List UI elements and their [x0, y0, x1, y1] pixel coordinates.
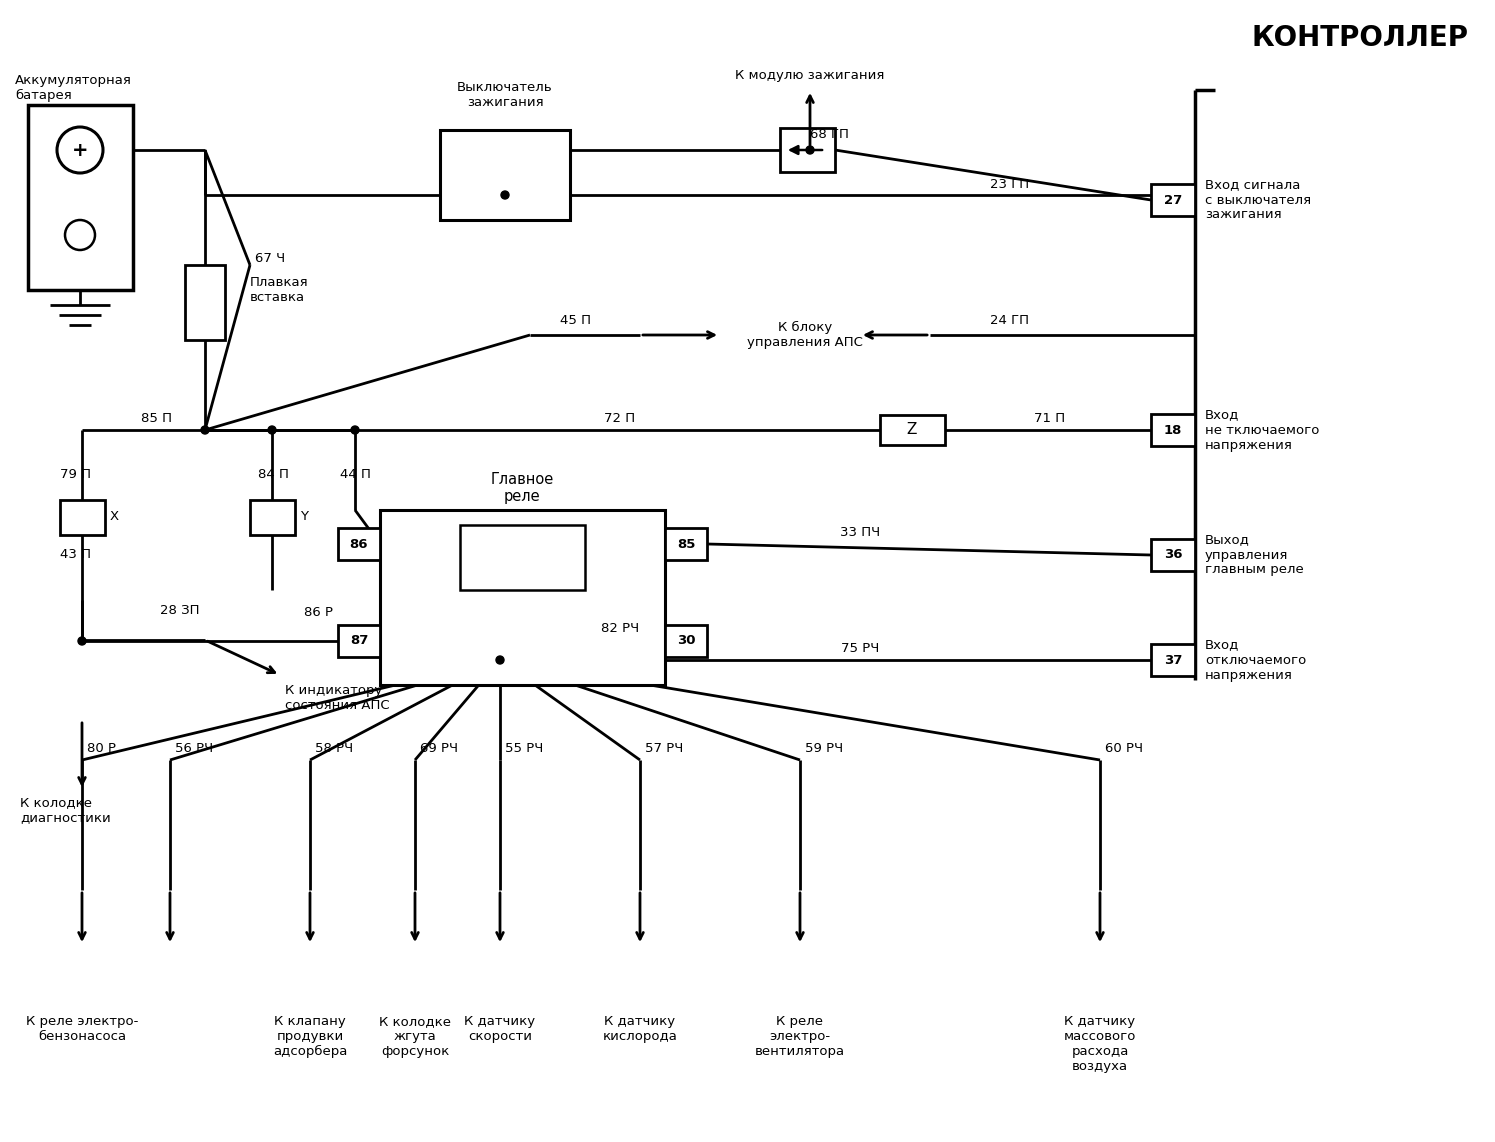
- Text: 44 П: 44 П: [339, 468, 371, 482]
- Text: 55 РЧ: 55 РЧ: [505, 741, 543, 755]
- Text: Выход
управления
главным реле: Выход управления главным реле: [1205, 533, 1304, 577]
- Text: 56 РЧ: 56 РЧ: [175, 741, 214, 755]
- Bar: [1151, 184, 1195, 216]
- Text: К датчику
кислорода: К датчику кислорода: [602, 1015, 677, 1043]
- Text: 59 РЧ: 59 РЧ: [804, 741, 843, 755]
- Text: К колодке
диагностики: К колодке диагностики: [19, 796, 111, 825]
- Text: 67 Ч: 67 Ч: [256, 251, 286, 265]
- Text: 18: 18: [1163, 424, 1183, 436]
- Text: К индикатору
состояния АПС: К индикатору состояния АПС: [286, 684, 390, 711]
- Text: 79 П: 79 П: [60, 468, 91, 482]
- Bar: [1151, 644, 1195, 676]
- Text: 27: 27: [1165, 193, 1183, 207]
- Text: 68 ГП: 68 ГП: [810, 129, 849, 142]
- Text: Главное
реле: Главное реле: [490, 472, 553, 505]
- Bar: [28, 105, 133, 290]
- Text: К блоку
управления АПС: К блоку управления АПС: [748, 321, 863, 349]
- Text: 36: 36: [1163, 548, 1183, 562]
- Text: К реле
электро-
вентилятора: К реле электро- вентилятора: [755, 1015, 845, 1057]
- Circle shape: [200, 426, 209, 434]
- Bar: [1151, 415, 1195, 447]
- Bar: [780, 128, 836, 172]
- Text: 23 ГП: 23 ГП: [990, 178, 1030, 192]
- Bar: [460, 525, 585, 590]
- Text: 71 П: 71 П: [1035, 411, 1066, 425]
- Text: 80 Р: 80 Р: [87, 741, 117, 755]
- Text: 45 П: 45 П: [559, 314, 591, 328]
- Text: 24 ГП: 24 ГП: [991, 314, 1030, 328]
- Text: 57 РЧ: 57 РЧ: [644, 741, 683, 755]
- Text: 60 РЧ: 60 РЧ: [1105, 741, 1144, 755]
- Text: 37: 37: [1163, 653, 1183, 667]
- Text: Y: Y: [300, 510, 308, 523]
- Text: Z: Z: [907, 423, 918, 437]
- Text: К клапану
продувки
адсорбера: К клапану продувки адсорбера: [272, 1015, 347, 1059]
- Text: 87: 87: [350, 635, 368, 648]
- Bar: [60, 500, 105, 534]
- Text: 85: 85: [677, 538, 695, 550]
- Text: 72 П: 72 П: [604, 411, 635, 425]
- Text: К колодке
жгута
форсунок: К колодке жгута форсунок: [380, 1015, 451, 1057]
- Text: КОНТРОЛЛЕР: КОНТРОЛЛЕР: [1251, 24, 1468, 53]
- Circle shape: [806, 146, 813, 154]
- Bar: [881, 415, 945, 445]
- Text: К датчику
скорости: К датчику скорости: [465, 1015, 535, 1043]
- Text: 86 Р: 86 Р: [303, 606, 333, 619]
- Text: Плавкая
вставка: Плавкая вставка: [250, 276, 308, 304]
- Text: 28 ЗП: 28 ЗП: [160, 603, 199, 617]
- Text: К датчику
массового
расхода
воздуха: К датчику массового расхода воздуха: [1064, 1015, 1136, 1073]
- Text: 75 РЧ: 75 РЧ: [840, 642, 879, 654]
- Circle shape: [501, 191, 508, 199]
- Text: 86: 86: [350, 538, 368, 550]
- Text: 69 РЧ: 69 РЧ: [420, 741, 457, 755]
- Text: 58 РЧ: 58 РЧ: [315, 741, 353, 755]
- Text: +: +: [72, 140, 88, 160]
- Bar: [338, 625, 380, 657]
- Text: 43 П: 43 П: [60, 548, 91, 562]
- Bar: [185, 265, 226, 340]
- Text: Аккумуляторная
батарея: Аккумуляторная батарея: [15, 74, 132, 102]
- Circle shape: [496, 656, 504, 664]
- Text: 82 РЧ: 82 РЧ: [601, 622, 638, 635]
- Text: К модулю зажигания: К модулю зажигания: [736, 69, 885, 81]
- Text: Вход
не тключаемого
напряжения: Вход не тключаемого напряжения: [1205, 409, 1320, 451]
- Circle shape: [268, 426, 277, 434]
- Text: 33 ПЧ: 33 ПЧ: [840, 525, 881, 539]
- Text: 85 П: 85 П: [141, 411, 172, 425]
- Text: Вход сигнала
с выключателя
зажигания: Вход сигнала с выключателя зажигания: [1205, 178, 1311, 222]
- Bar: [440, 130, 570, 220]
- Text: К реле электро-
бензонасоса: К реле электро- бензонасоса: [25, 1015, 138, 1043]
- Circle shape: [351, 426, 359, 434]
- Text: Вход
отключаемого
напряжения: Вход отключаемого напряжения: [1205, 638, 1307, 682]
- Bar: [665, 528, 707, 560]
- Text: 30: 30: [677, 635, 695, 648]
- Bar: [338, 528, 380, 560]
- Bar: [1151, 539, 1195, 571]
- Text: 84 П: 84 П: [259, 468, 289, 482]
- Bar: [665, 625, 707, 657]
- Text: X: X: [111, 510, 120, 523]
- Bar: [380, 510, 665, 685]
- Circle shape: [78, 637, 87, 645]
- Bar: [250, 500, 295, 534]
- Text: Выключатель
зажигания: Выключатель зажигания: [457, 81, 553, 108]
